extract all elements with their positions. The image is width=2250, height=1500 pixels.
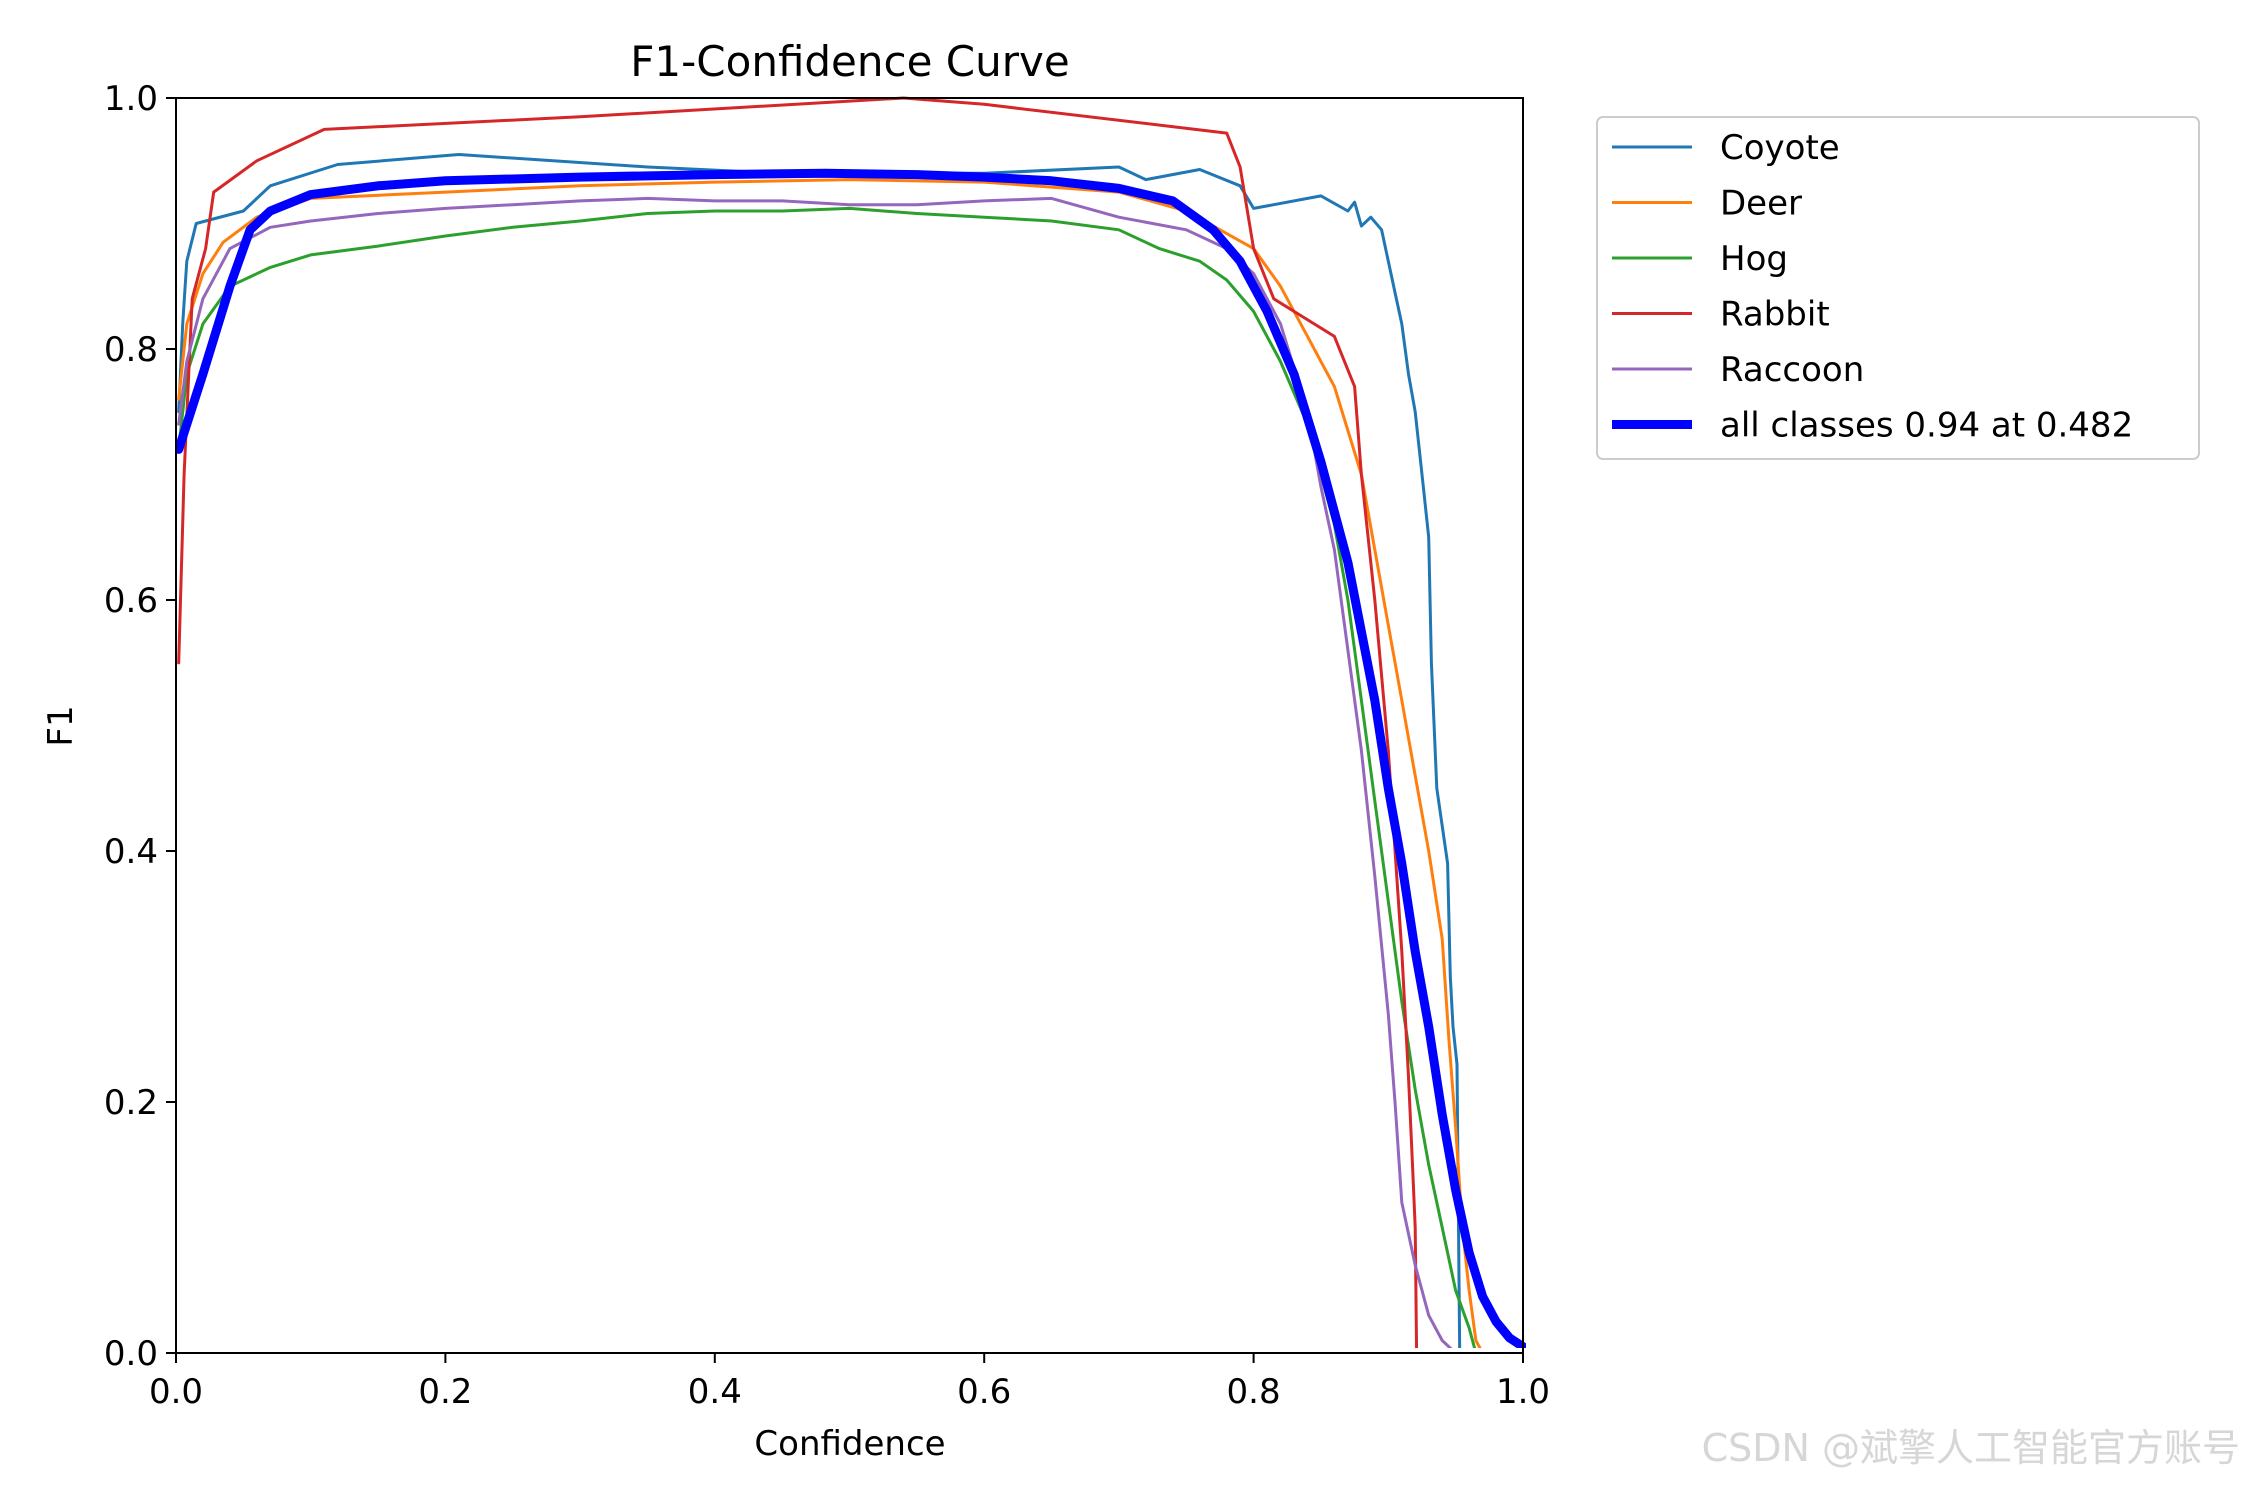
x-tick-label: 0.4	[688, 1372, 742, 1412]
series-line-raccoon	[177, 196, 1453, 1348]
y-tick-label: 0.8	[104, 330, 158, 370]
y-tick-label: 0.6	[104, 581, 158, 621]
series-line-hog	[177, 206, 1477, 1348]
legend-box	[1596, 116, 2200, 460]
legend-label: Deer	[1720, 184, 1802, 224]
y-tick-label: 1.0	[104, 79, 158, 119]
x-tick-label: 1.0	[1496, 1372, 1550, 1412]
y-axis: 0.0 0.2 0.4 0.6 0.8 1.0	[104, 79, 176, 1374]
x-axis: 0.0 0.2 0.4 0.6 0.8 1.0	[149, 1353, 1550, 1412]
y-tick-label: 0.0	[104, 1334, 158, 1374]
y-tick-label: 0.2	[104, 1083, 158, 1123]
x-tick-label: 0.0	[149, 1372, 203, 1412]
plot-frame	[175, 97, 1524, 1354]
x-tick-label: 0.6	[957, 1372, 1011, 1412]
y-axis-label: F1	[41, 705, 81, 746]
legend: Coyote Deer Hog Rabbit Raccoon all classes 0.…	[1596, 116, 2200, 460]
chart-title: F1-Confidence Curve	[630, 37, 1069, 86]
x-axis-label: Confidence	[754, 1424, 945, 1464]
legend-label: all classes 0.94 at 0.482	[1720, 406, 2133, 446]
legend-label: Hog	[1720, 239, 1788, 279]
legend-label: Rabbit	[1720, 295, 1830, 335]
legend-label: Coyote	[1720, 128, 1840, 168]
series-line-all	[176, 168, 1526, 1348]
x-tick-label: 0.2	[418, 1372, 472, 1412]
watermark: CSDN @斌擎人工智能官方账号	[1701, 1426, 2240, 1470]
x-tick-label: 0.8	[1227, 1372, 1281, 1412]
series-line-coyote	[177, 153, 1462, 1348]
series-line-rabbit	[177, 96, 1419, 1348]
series-layer	[176, 96, 1526, 1348]
legend-label: Raccoon	[1720, 350, 1864, 390]
y-tick-label: 0.4	[104, 832, 158, 872]
plot-area	[175, 96, 1526, 1354]
